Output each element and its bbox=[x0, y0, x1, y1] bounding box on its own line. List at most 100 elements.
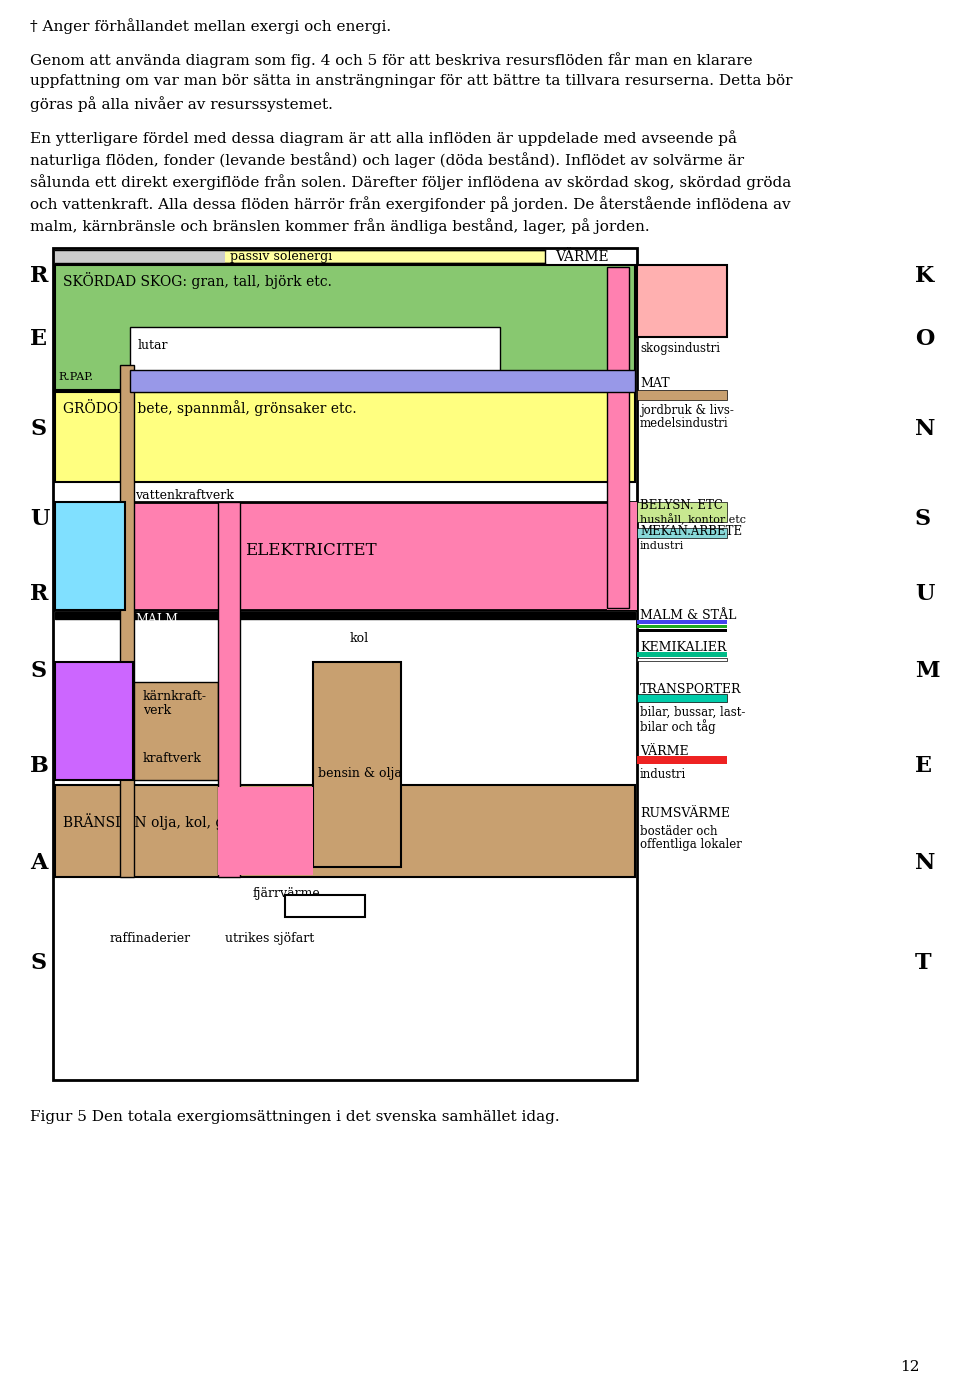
Bar bbox=[133, 681, 218, 780]
Text: medelsindustri: medelsindustri bbox=[640, 417, 729, 429]
Text: VED, MASSA: VED, MASSA bbox=[640, 270, 723, 283]
Text: raffinaderier: raffinaderier bbox=[110, 932, 191, 945]
Text: hushåll, kontor etc: hushåll, kontor etc bbox=[640, 514, 746, 526]
Text: industri: industri bbox=[640, 769, 686, 781]
Text: 12: 12 bbox=[900, 1360, 920, 1374]
Bar bbox=[55, 662, 133, 780]
Text: E: E bbox=[30, 328, 47, 350]
Text: BELYSN. ETC: BELYSN. ETC bbox=[640, 499, 723, 512]
Bar bbox=[313, 662, 401, 867]
Bar bbox=[120, 366, 134, 877]
Bar bbox=[637, 658, 727, 661]
Text: ELEKTRICITET: ELEKTRICITET bbox=[245, 542, 376, 560]
Text: S: S bbox=[30, 418, 46, 440]
Text: RUMSVÄRME: RUMSVÄRME bbox=[640, 807, 730, 820]
Text: offentliga lokaler: offentliga lokaler bbox=[640, 838, 742, 850]
Text: bostäder och: bostäder och bbox=[640, 825, 717, 838]
Bar bbox=[637, 528, 727, 537]
Bar bbox=[130, 370, 635, 392]
Text: R: R bbox=[30, 265, 48, 287]
Bar bbox=[55, 501, 125, 609]
Text: BRÄNSLEN olja, kol, gas etc: BRÄNSLEN olja, kol, gas etc bbox=[63, 813, 266, 830]
Text: passiv solenergi: passiv solenergi bbox=[230, 251, 332, 263]
Text: Figur 5 Den totala exergiomsättningen i det svenska samhället idag.: Figur 5 Den totala exergiomsättningen i … bbox=[30, 1109, 560, 1125]
Text: TRANSPORTER: TRANSPORTER bbox=[640, 683, 741, 697]
Bar bbox=[55, 785, 635, 877]
Text: VÄRME & ELEKTRICITET: VÄRME & ELEKTRICITET bbox=[250, 375, 418, 388]
Text: KÄRN-: KÄRN- bbox=[61, 690, 108, 704]
Text: R.PAP.: R.PAP. bbox=[58, 373, 93, 382]
Text: T: T bbox=[915, 951, 931, 974]
Text: O: O bbox=[915, 328, 934, 350]
Text: & PAPPER: & PAPPER bbox=[640, 284, 708, 296]
Text: VÄRME: VÄRME bbox=[640, 745, 688, 758]
Text: U: U bbox=[30, 508, 49, 530]
Text: MAT: MAT bbox=[640, 377, 670, 391]
Text: A: A bbox=[30, 852, 47, 874]
Bar bbox=[637, 265, 727, 337]
Text: U: U bbox=[915, 583, 934, 605]
Bar bbox=[285, 895, 365, 917]
Text: SKÖRDAD SKOG: gran, tall, björk etc.: SKÖRDAD SKOG: gran, tall, björk etc. bbox=[63, 271, 332, 289]
Text: Genom att använda diagram som fig. 4 och 5 för att beskriva resursflöden får man: Genom att använda diagram som fig. 4 och… bbox=[30, 53, 753, 68]
Bar bbox=[637, 620, 727, 625]
Text: bensin & olja: bensin & olja bbox=[318, 767, 402, 780]
Text: göras på alla nivåer av resurssystemet.: göras på alla nivåer av resurssystemet. bbox=[30, 96, 333, 112]
Bar bbox=[637, 501, 727, 522]
Text: skogsindustri: skogsindustri bbox=[640, 342, 720, 355]
Text: K: K bbox=[915, 265, 934, 287]
Text: B: B bbox=[30, 755, 49, 777]
Bar bbox=[637, 629, 727, 632]
Text: M: M bbox=[915, 661, 940, 681]
Text: N: N bbox=[915, 418, 935, 440]
Bar bbox=[637, 625, 727, 627]
Text: naturliga flöden, fonder (levande bestånd) och lager (döda bestånd). Inflödet av: naturliga flöden, fonder (levande bestån… bbox=[30, 152, 744, 168]
Bar bbox=[637, 391, 727, 400]
Bar bbox=[55, 265, 635, 391]
Text: S: S bbox=[30, 661, 46, 681]
Text: S: S bbox=[915, 508, 931, 530]
Bar bbox=[637, 652, 727, 656]
Text: VATTEN-: VATTEN- bbox=[60, 532, 122, 546]
Bar bbox=[55, 251, 545, 263]
Bar bbox=[53, 248, 637, 1080]
Text: MALM & STÅL: MALM & STÅL bbox=[640, 609, 736, 622]
Text: lutar: lutar bbox=[138, 339, 169, 352]
Bar bbox=[130, 327, 500, 384]
Bar bbox=[218, 787, 313, 875]
Text: jordbruk & livs-: jordbruk & livs- bbox=[640, 404, 733, 417]
Text: SOLLJUS: SOLLJUS bbox=[58, 251, 117, 263]
Text: KEMIKALIER: KEMIKALIER bbox=[640, 641, 727, 654]
Text: N: N bbox=[915, 852, 935, 874]
Text: verk: verk bbox=[143, 704, 171, 717]
Text: vattenkraftverk: vattenkraftverk bbox=[135, 489, 234, 501]
Bar bbox=[55, 612, 635, 619]
Text: E: E bbox=[915, 755, 932, 777]
Text: uppfattning om var man bör sätta in ansträngningar för att bättre ta tillvara re: uppfattning om var man bör sätta in anst… bbox=[30, 73, 793, 89]
Text: bilar, bussar, last-: bilar, bussar, last- bbox=[640, 706, 745, 719]
Bar bbox=[607, 267, 629, 608]
Text: bilar och tåg: bilar och tåg bbox=[640, 719, 715, 734]
Text: S: S bbox=[30, 951, 46, 974]
Text: utrikes sjöfart: utrikes sjöfart bbox=[225, 932, 314, 945]
Text: kärnkraft-: kärnkraft- bbox=[143, 690, 207, 704]
Text: GRÖDOR: bete, spannmål, grönsaker etc.: GRÖDOR: bete, spannmål, grönsaker etc. bbox=[63, 399, 356, 416]
Text: En ytterligare fördel med dessa diagram är att alla inflöden är uppdelade med av: En ytterligare fördel med dessa diagram … bbox=[30, 130, 737, 145]
Text: MALM: MALM bbox=[135, 614, 178, 626]
Text: fjärrvärme: fjärrvärme bbox=[253, 886, 321, 900]
Bar bbox=[55, 392, 635, 482]
Bar bbox=[218, 501, 240, 877]
Bar bbox=[637, 694, 727, 702]
Text: MEKAN.ARBETE: MEKAN.ARBETE bbox=[640, 525, 742, 537]
Bar bbox=[133, 787, 401, 875]
Text: och vattenkraft. Alla dessa flöden härrör från exergifonder på jorden. De återst: och vattenkraft. Alla dessa flöden härrö… bbox=[30, 197, 791, 212]
Bar bbox=[607, 501, 637, 609]
Bar bbox=[607, 501, 629, 609]
Text: industri: industri bbox=[640, 542, 684, 551]
Text: BRÄNSLE: BRÄNSLE bbox=[61, 705, 131, 717]
Text: |100 PJ/år: |100 PJ/år bbox=[289, 900, 352, 915]
Bar bbox=[55, 501, 635, 609]
Text: malm, kärnbränsle och bränslen kommer från ändliga bestånd, lager, på jorden.: malm, kärnbränsle och bränslen kommer fr… bbox=[30, 217, 650, 234]
Text: KRAFT: KRAFT bbox=[60, 546, 109, 560]
Bar bbox=[55, 251, 225, 263]
